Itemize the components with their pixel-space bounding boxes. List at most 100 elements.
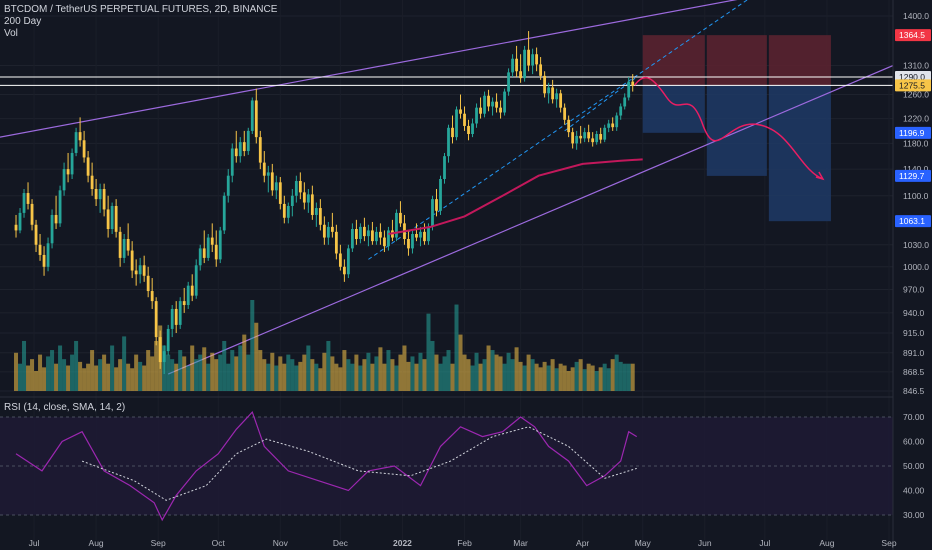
candle-body [555, 93, 559, 100]
price-label-text: 1364.5 [899, 30, 925, 40]
candle-body [511, 58, 514, 73]
price-tick-label: 1260.0 [903, 90, 929, 100]
volume-bar [130, 368, 135, 391]
rsi-line [15, 410, 638, 522]
rsi-title[interactable]: RSI (14, close, SMA, 14, 2) [4, 402, 126, 413]
volume-bar [390, 359, 395, 391]
volume-bar [414, 363, 419, 391]
volume-bar [562, 365, 567, 391]
price-axis[interactable]: 1400.0 1310.0 1260.0 1220.0 1180.0 1140.0 1100… [892, 0, 932, 550]
volume-bar [366, 352, 371, 391]
volume-bar [498, 356, 503, 391]
volume-bar [22, 340, 27, 391]
price-tick-label: 1310.0 [903, 61, 929, 71]
volume-bar [186, 365, 191, 391]
candle-body [547, 87, 551, 94]
volume-bar [386, 350, 391, 391]
volume-bar [326, 340, 331, 391]
candle-body [395, 212, 398, 238]
volume-bar [578, 359, 583, 391]
volume-bar [518, 361, 523, 391]
candle-body [298, 180, 302, 193]
price-tick-label: 846.5 [903, 386, 925, 396]
indicator-ma-label[interactable]: 200 Day [4, 16, 42, 27]
volume-bar [274, 365, 279, 391]
candles [14, 31, 635, 375]
volume-bar [214, 359, 219, 391]
rsi-tick-label: 60.00 [903, 437, 925, 447]
candle-body [310, 194, 314, 215]
candle-body [186, 285, 190, 306]
candle-body [551, 87, 555, 100]
candle-body [423, 231, 426, 242]
time-tick-label: May [635, 538, 652, 548]
volume-bar [586, 363, 591, 391]
candle-body [138, 265, 142, 275]
volume-bar [494, 354, 499, 391]
price-label-text: 1129.7 [899, 171, 925, 181]
volume-bar [486, 345, 491, 391]
volume-bar [526, 354, 531, 391]
volume-bar [394, 365, 399, 391]
candle-body [535, 54, 539, 65]
volume-bar [302, 354, 307, 391]
volume-bar [594, 370, 599, 391]
candle-body [294, 180, 298, 196]
candle-body [246, 130, 250, 152]
volume-bar [14, 352, 19, 391]
volume-bar [430, 340, 435, 391]
channel-lower-line [167, 64, 894, 375]
volume-bar [150, 356, 155, 391]
candle-body [415, 233, 418, 238]
candle-body [583, 132, 587, 139]
volume-bar [198, 354, 203, 391]
candle-body [178, 301, 182, 325]
candle-body [194, 265, 198, 296]
candle-body [226, 175, 230, 196]
volume-bar [242, 334, 247, 391]
volume-bar [206, 363, 211, 391]
price-tick-label: 891.0 [903, 348, 925, 358]
candle-body [407, 238, 410, 249]
candle-body [507, 72, 510, 92]
candle-body [459, 109, 462, 114]
candle-body [431, 199, 434, 227]
time-axis[interactable]: Jul Aug Sep Oct Nov Dec 2022 Feb Mar Apr May Jun Jul… [29, 538, 897, 548]
volume-bar [234, 356, 239, 391]
candle-body [134, 270, 138, 275]
candle-body [435, 199, 438, 211]
candle-body [467, 125, 470, 135]
ma200-series [388, 158, 643, 235]
chart-title[interactable]: BTCDOM / TetherUS PERPETUAL FUTURES, 2D,… [4, 4, 278, 15]
volume-bar [134, 354, 139, 391]
indicator-vol-label[interactable]: Vol [4, 28, 18, 39]
rsi-tick-label: 50.00 [903, 461, 925, 471]
candle-body [615, 115, 619, 128]
projection-arrowhead [815, 171, 825, 181]
volume-bar [402, 345, 407, 391]
candle-body [479, 107, 482, 114]
price-tick-label: 940.0 [903, 308, 925, 318]
price-label-bg [895, 126, 931, 139]
candle-body [427, 226, 430, 242]
candle-body [162, 351, 166, 363]
volume-bar [238, 345, 243, 391]
volume-bar [570, 367, 575, 391]
candle-body [475, 107, 478, 124]
candle-body [383, 237, 386, 247]
candle-body [342, 266, 346, 275]
volume-bar [50, 350, 55, 391]
volume-bar [426, 313, 431, 391]
price-label-text: 1275.5 [899, 80, 925, 90]
price-tick-label: 915.0 [903, 328, 925, 338]
candle-body [122, 238, 126, 258]
volume-bar [222, 340, 227, 391]
volume-bar [106, 363, 111, 391]
volume-bar [330, 356, 335, 391]
price-tick-label: 868.5 [903, 367, 925, 377]
candle-body [102, 189, 106, 210]
volume-bar [250, 300, 255, 391]
candle-body [202, 248, 206, 258]
candle-body [499, 107, 502, 113]
candle-body [114, 205, 118, 232]
